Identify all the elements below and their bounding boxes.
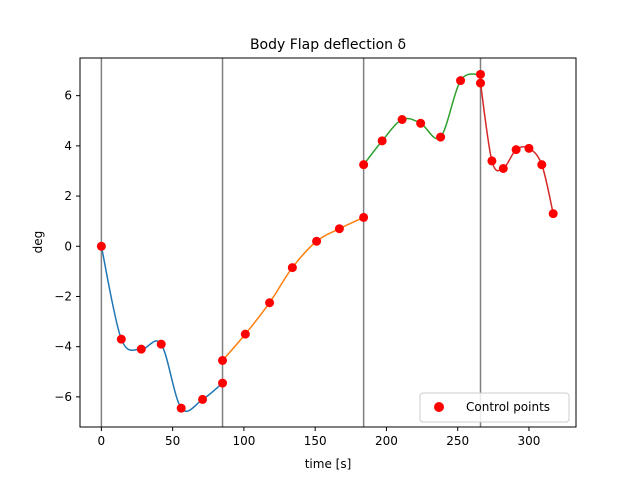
control-point — [397, 115, 407, 124]
control-point — [218, 355, 228, 365]
y-tick-label: 0 — [64, 239, 72, 253]
control-point — [198, 394, 208, 404]
y-tick-label: −2 — [54, 289, 72, 303]
control-point — [377, 136, 387, 146]
control-point — [265, 298, 275, 308]
x-tick-label: 150 — [304, 434, 327, 448]
control-point — [218, 378, 228, 388]
x-axis-label: time [s] — [305, 457, 352, 471]
series-line-1 — [100, 246, 224, 412]
axes: 0 50 100 150 200 250 300 −6 −4 −2 0 2 4 6 — [54, 57, 577, 448]
x-tick-label: 300 — [518, 434, 541, 448]
control-point — [156, 339, 166, 349]
control-point — [359, 212, 369, 222]
control-point — [487, 156, 497, 166]
control-point — [96, 241, 106, 251]
plot-area — [96, 58, 558, 427]
legend-label: Control points — [466, 400, 550, 414]
control-point — [537, 160, 547, 170]
control-point — [524, 143, 534, 153]
y-tick-label: −4 — [54, 340, 72, 354]
x-tick-label: 250 — [446, 434, 469, 448]
legend-marker — [434, 402, 444, 412]
control-point — [436, 132, 446, 142]
control-point — [287, 263, 297, 273]
y-tick-label: 4 — [64, 139, 72, 153]
control-point — [240, 329, 250, 339]
legend-box — [419, 392, 570, 423]
control-point — [456, 76, 466, 86]
y-tick-label: 6 — [64, 89, 72, 103]
control-point — [498, 163, 508, 173]
x-tick-label: 100 — [232, 434, 255, 448]
control-point — [511, 145, 521, 155]
control-point — [416, 118, 426, 128]
control-point — [548, 209, 558, 219]
plot-frame — [79, 57, 577, 428]
control-point — [476, 69, 486, 79]
control-point — [476, 78, 486, 88]
x-tick-label: 50 — [165, 434, 180, 448]
control-point — [136, 344, 146, 354]
y-tick-label: 2 — [64, 189, 72, 203]
series-line-2 — [221, 216, 364, 361]
x-tick-label: 200 — [375, 434, 398, 448]
control-point — [176, 403, 186, 413]
control-point — [312, 236, 322, 246]
y-tick-label: −6 — [54, 390, 72, 404]
control-point — [334, 224, 344, 234]
x-tick-label: 0 — [98, 434, 106, 448]
control-point — [116, 334, 126, 344]
chart-title: Body Flap deflection δ — [250, 37, 406, 53]
control-point — [359, 160, 369, 170]
legend: Control points — [419, 392, 570, 423]
y-axis-label: deg — [31, 231, 45, 254]
